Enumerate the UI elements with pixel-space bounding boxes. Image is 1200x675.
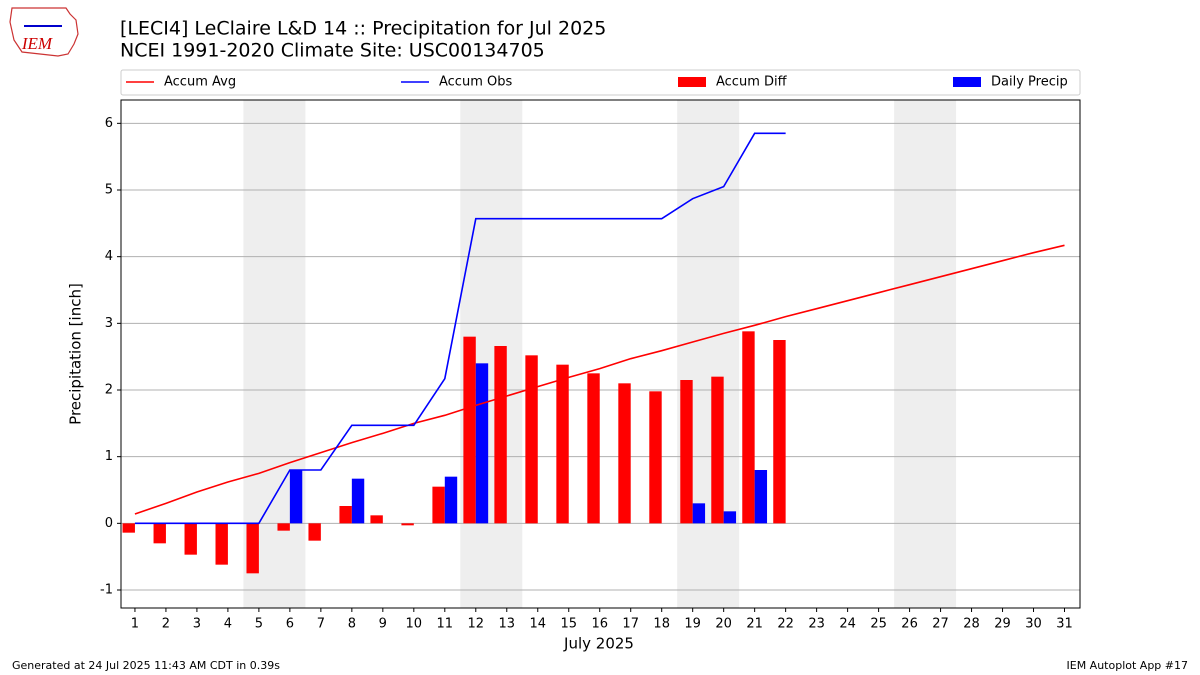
x-tick-label: 14: [529, 617, 546, 632]
x-tick-label: 23: [808, 617, 825, 632]
bar: [742, 331, 755, 524]
y-axis-label: Precipitation [inch]: [67, 283, 85, 425]
y-tick-label: 5: [105, 183, 113, 198]
legend-label: Daily Precip: [991, 75, 1068, 90]
bar: [773, 340, 786, 524]
x-tick-label: 11: [437, 617, 454, 632]
x-tick-label: 15: [560, 617, 577, 632]
line: [134, 132, 786, 525]
y-tick-label: 1: [105, 449, 113, 464]
bar: [649, 391, 662, 524]
x-tick-label: 25: [870, 617, 887, 632]
x-tick-label: 30: [1025, 617, 1042, 632]
bar: [494, 346, 507, 524]
logo-outline: [9, 7, 79, 57]
bar: [463, 336, 476, 524]
bar: [184, 523, 197, 555]
footer-right: IEM Autoplot App #17: [1067, 659, 1189, 672]
footer-left: Generated at 24 Jul 2025 11:43 AM CDT in…: [12, 659, 280, 672]
bar: [618, 383, 631, 524]
x-tick-label: 8: [348, 617, 356, 632]
bar: [370, 515, 383, 524]
legend-label: Accum Obs: [439, 75, 512, 90]
bar: [401, 523, 414, 526]
x-tick-label: 21: [746, 617, 763, 632]
legend-label: Accum Diff: [716, 75, 788, 90]
plot-frame: [120, 99, 1081, 609]
x-tick-label: 2: [162, 617, 170, 632]
bar: [432, 486, 445, 524]
y-tick-label: 3: [105, 316, 113, 331]
bar: [556, 364, 569, 524]
chart-title: [LECI4] LeClaire L&D 14 :: Precipitation…: [120, 18, 606, 40]
bar: [525, 355, 538, 524]
x-tick-label: 1: [131, 617, 139, 632]
y-tick-label: 0: [105, 516, 113, 531]
logo: IEM: [9, 7, 79, 57]
bar: [153, 523, 166, 544]
x-tick-label: 10: [406, 617, 423, 632]
y-tick-label: 6: [105, 116, 113, 131]
weekend-shade: [894, 100, 957, 608]
bar: [680, 380, 693, 524]
x-tick-label: 7: [317, 617, 325, 632]
legend-swatch: [678, 77, 706, 87]
line: [134, 244, 1065, 515]
y-tick-label: -1: [100, 583, 113, 598]
legend-label: Accum Avg: [164, 75, 236, 90]
x-tick-label: 12: [468, 617, 485, 632]
chart-subtitle: NCEI 1991-2020 Climate Site: USC00134705: [120, 40, 545, 62]
bar: [122, 523, 135, 533]
x-tick-label: 18: [653, 617, 670, 632]
x-tick-label: 22: [777, 617, 794, 632]
bar: [289, 470, 303, 524]
x-tick-label: 13: [498, 617, 515, 632]
bar: [754, 470, 768, 524]
x-tick-label: 16: [591, 617, 608, 632]
legend-box: [120, 69, 1081, 96]
x-tick-label: 28: [963, 617, 980, 632]
bar: [215, 523, 228, 565]
bar: [711, 376, 724, 524]
logo-text: IEM: [21, 34, 53, 53]
x-tick-label: 6: [286, 617, 294, 632]
x-tick-label: 5: [255, 617, 263, 632]
bar: [351, 478, 365, 524]
y-tick-label: 4: [105, 249, 113, 264]
bar: [444, 476, 458, 524]
x-tick-label: 31: [1056, 617, 1073, 632]
bar: [723, 511, 737, 524]
bar: [587, 373, 600, 524]
bar: [308, 523, 321, 541]
x-axis-label: July 2025: [563, 635, 634, 653]
y-tick-label: 2: [105, 383, 113, 398]
x-tick-label: 24: [839, 617, 856, 632]
x-tick-label: 9: [379, 617, 387, 632]
bar: [692, 503, 706, 524]
legend-swatch: [953, 77, 981, 87]
bar: [246, 523, 259, 574]
bar: [277, 523, 290, 531]
x-tick-label: 26: [901, 617, 918, 632]
bar: [475, 363, 489, 524]
x-tick-label: 4: [224, 617, 232, 632]
bar: [339, 506, 352, 524]
x-tick-label: 20: [715, 617, 732, 632]
x-tick-label: 27: [932, 617, 949, 632]
x-tick-label: 29: [994, 617, 1011, 632]
x-tick-label: 19: [684, 617, 701, 632]
x-tick-label: 17: [622, 617, 639, 632]
x-tick-label: 3: [193, 617, 201, 632]
